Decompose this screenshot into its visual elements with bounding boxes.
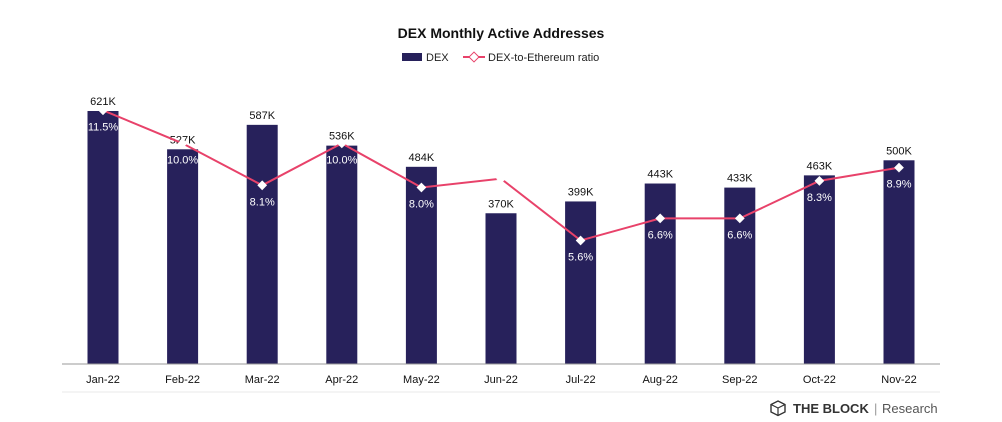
ratio-marker (734, 213, 745, 224)
ratio-marker (177, 138, 188, 149)
ratio-marker (575, 235, 586, 246)
ratio-label: 8.0% (409, 199, 434, 211)
ratio-label: 8.4% (488, 190, 513, 202)
dex-bar-label: 463K (807, 160, 833, 172)
x-tick-label: Feb-22 (165, 374, 200, 386)
ratio-marker (814, 176, 825, 186)
legend: DEX DEX-to-Ethereum ratio (402, 51, 599, 64)
ratio-label: 6.6% (648, 229, 673, 241)
brand-suffix: Research (882, 401, 938, 416)
dex-bar-label: 587K (249, 110, 275, 122)
dex-bar-label: 484K (409, 152, 435, 164)
dex-bar (485, 213, 517, 364)
dex-bar (87, 111, 119, 364)
dex-bar (644, 183, 676, 364)
legend-dex-label: DEX (426, 52, 449, 64)
x-tick-label: Aug-22 (642, 374, 677, 386)
x-tick-label: Jun-22 (484, 374, 518, 386)
ratio-marker (655, 213, 666, 224)
x-tick-labels: Jan-22 Feb-22 Mar-22 Apr-22 May-22 Jun-22 Jul-… (86, 374, 917, 386)
dex-bar (803, 175, 835, 364)
ratio-line-layer: 11.5% 10.0% 8.1% 10.0% 8.0% 8.4% 5.6% 6.6% 6.6% 8… (88, 105, 912, 263)
x-tick-label: May-22 (403, 374, 440, 386)
dex-bar-label: 370K (488, 198, 514, 210)
ratio-marker (416, 182, 427, 193)
ratio-label: 10.0% (167, 154, 198, 166)
dex-bar-label: 433K (727, 173, 753, 185)
dex-bar-label: 399K (568, 186, 594, 198)
x-tick-label: Nov-22 (881, 374, 916, 386)
brand-divider: | (874, 401, 877, 416)
chart-title: DEX Monthly Active Addresses (398, 25, 605, 41)
ratio-marker (496, 173, 506, 184)
ratio-label: 8.1% (250, 196, 275, 208)
legend-ratio-marker (468, 51, 480, 63)
dex-bar-label: 500K (886, 145, 912, 157)
ratio-label: 10.0% (326, 154, 357, 166)
ratio-marker (257, 180, 268, 191)
dex-bar (405, 166, 437, 364)
x-tick-label: Oct-22 (803, 374, 836, 386)
dex-bar-label: 536K (329, 131, 355, 143)
x-tick-label: Apr-22 (325, 374, 358, 386)
bars-layer: 621K527K587K536K484K370K399K443K433K463K… (87, 96, 915, 364)
ratio-marker (336, 138, 347, 149)
ratio-label: 11.5% (88, 121, 119, 133)
ratio-marker (894, 162, 904, 173)
brand-logo: THE BLOCK | Research (770, 400, 938, 417)
ratio-label: 8.9% (886, 179, 911, 191)
ratio-label: 8.3% (807, 192, 832, 204)
dex-bar (167, 149, 199, 364)
dex-bar-label: 443K (647, 169, 673, 181)
dex-bar (883, 160, 915, 364)
ratio-label: 5.6% (568, 251, 593, 263)
brand-name: THE BLOCK (793, 401, 869, 416)
the-block-cube-icon (770, 400, 786, 417)
x-tick-label: Jan-22 (86, 374, 120, 386)
ratio-label: 6.6% (727, 229, 752, 241)
dex-bar (326, 145, 358, 364)
x-tick-label: Sep-22 (722, 374, 757, 386)
dex-bar (565, 201, 597, 364)
x-tick-label: Jul-22 (566, 374, 596, 386)
x-tick-label: Mar-22 (245, 374, 280, 386)
legend-ratio-label: DEX-to-Ethereum ratio (488, 52, 599, 64)
legend-dex-swatch (402, 53, 422, 61)
dex-bar (246, 124, 278, 364)
ratio-marker (98, 105, 108, 116)
dex-bar-label: 621K (90, 96, 116, 108)
